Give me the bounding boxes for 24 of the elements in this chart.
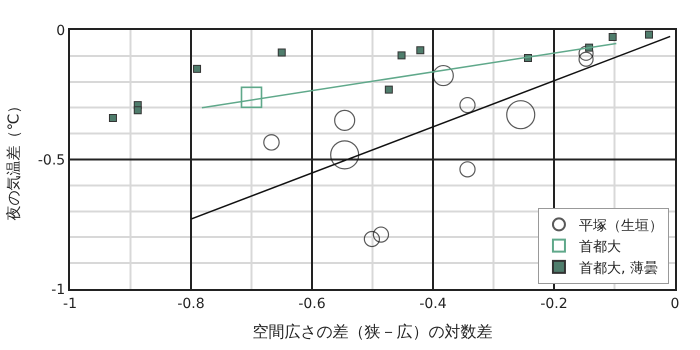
y-tick-label: -1 [51, 282, 66, 298]
x-tick-label: -0.6 [298, 296, 326, 312]
x-axis-title: 空間広さの差（狭－広）の対数差 [252, 322, 492, 341]
x-tick-label: -0.8 [177, 296, 205, 312]
point [134, 106, 142, 114]
point [644, 30, 653, 39]
y-tick-label: -0.5 [38, 152, 66, 168]
point [384, 86, 393, 94]
point [108, 114, 117, 122]
y-axis-title: 夜の気温差（℃） [4, 98, 23, 220]
x-tick-label: -1 [63, 296, 77, 312]
point [278, 48, 286, 57]
point [398, 51, 406, 60]
x-tick-label: -0.2 [540, 296, 568, 312]
legend-label: 平塚（生垣） [578, 218, 663, 234]
x-tick-label: 0 [670, 296, 680, 312]
legend-label: 首都大 [578, 239, 621, 256]
point [193, 64, 202, 73]
y-tick-label: 0 [56, 22, 66, 39]
x-tick-label: -0.4 [419, 296, 447, 312]
legend-label: 首都大, 薄曇 [578, 260, 658, 276]
point [416, 46, 424, 54]
point [608, 32, 617, 41]
point [240, 86, 262, 108]
